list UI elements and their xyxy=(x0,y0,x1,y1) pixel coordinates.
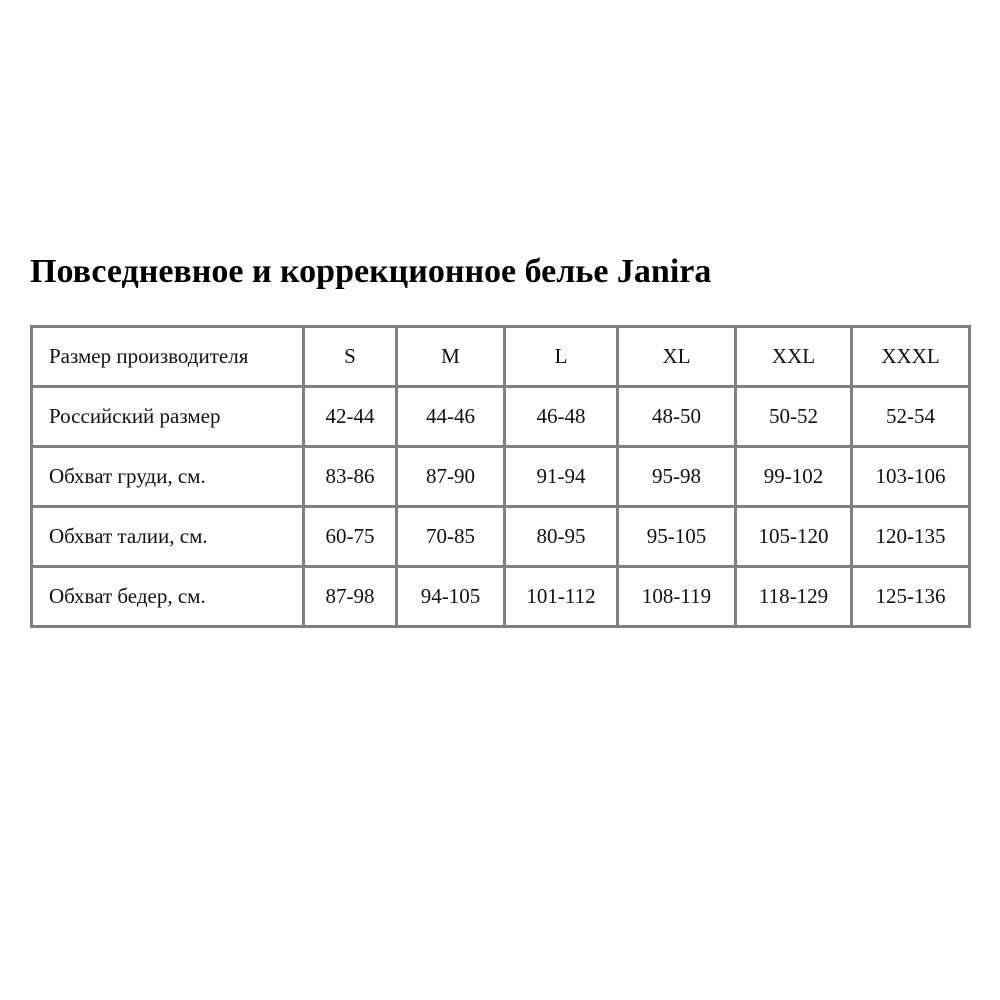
table-cell: 83-86 xyxy=(302,445,398,508)
table-cell: 70-85 xyxy=(395,505,506,568)
table-cell: 99-102 xyxy=(734,445,853,508)
table-cell: XL xyxy=(616,325,737,388)
row-label: Обхват груди, см. xyxy=(30,445,305,508)
table-row: Размер производителя S M L XL XXL XXXL xyxy=(30,325,971,388)
table-cell: M xyxy=(395,325,506,388)
table-cell: 118-129 xyxy=(734,565,853,628)
table-cell: 103-106 xyxy=(850,445,971,508)
table-cell: 52-54 xyxy=(850,385,971,448)
table-row: Российский размер 42-44 44-46 46-48 48-50 50-… xyxy=(30,385,971,448)
table-cell: 95-105 xyxy=(616,505,737,568)
table-cell: XXL xyxy=(734,325,853,388)
table-cell: 105-120 xyxy=(734,505,853,568)
table-cell: 125-136 xyxy=(850,565,971,628)
row-label: Размер производителя xyxy=(30,325,305,388)
table-cell: 42-44 xyxy=(302,385,398,448)
table-cell: 44-46 xyxy=(395,385,506,448)
table-cell: S xyxy=(302,325,398,388)
table-row: Обхват груди, см. 83-86 87-90 91-94 95-98 99-… xyxy=(30,445,971,508)
table-cell: 95-98 xyxy=(616,445,737,508)
size-chart-table: Размер производителя S M L XL XXL XXXL Российск… xyxy=(30,325,971,628)
row-label: Обхват бедер, см. xyxy=(30,565,305,628)
table-cell: L xyxy=(503,325,619,388)
table-cell: 87-98 xyxy=(302,565,398,628)
table-cell: 48-50 xyxy=(616,385,737,448)
page-title: Повседневное и коррекционное белье Janir… xyxy=(30,253,712,290)
table-cell: 94-105 xyxy=(395,565,506,628)
table-row: Обхват бедер, см. 87-98 94-105 101-112 108-1… xyxy=(30,565,971,628)
table-cell: 46-48 xyxy=(503,385,619,448)
table-cell: 80-95 xyxy=(503,505,619,568)
table-cell: XXXL xyxy=(850,325,971,388)
table-cell: 108-119 xyxy=(616,565,737,628)
table-cell: 87-90 xyxy=(395,445,506,508)
row-label: Российский размер xyxy=(30,385,305,448)
table-cell: 50-52 xyxy=(734,385,853,448)
table-cell: 60-75 xyxy=(302,505,398,568)
table-cell: 101-112 xyxy=(503,565,619,628)
table-row: Обхват талии, см. 60-75 70-85 80-95 95-105 10… xyxy=(30,505,971,568)
table-cell: 91-94 xyxy=(503,445,619,508)
row-label: Обхват талии, см. xyxy=(30,505,305,568)
table-cell: 120-135 xyxy=(850,505,971,568)
